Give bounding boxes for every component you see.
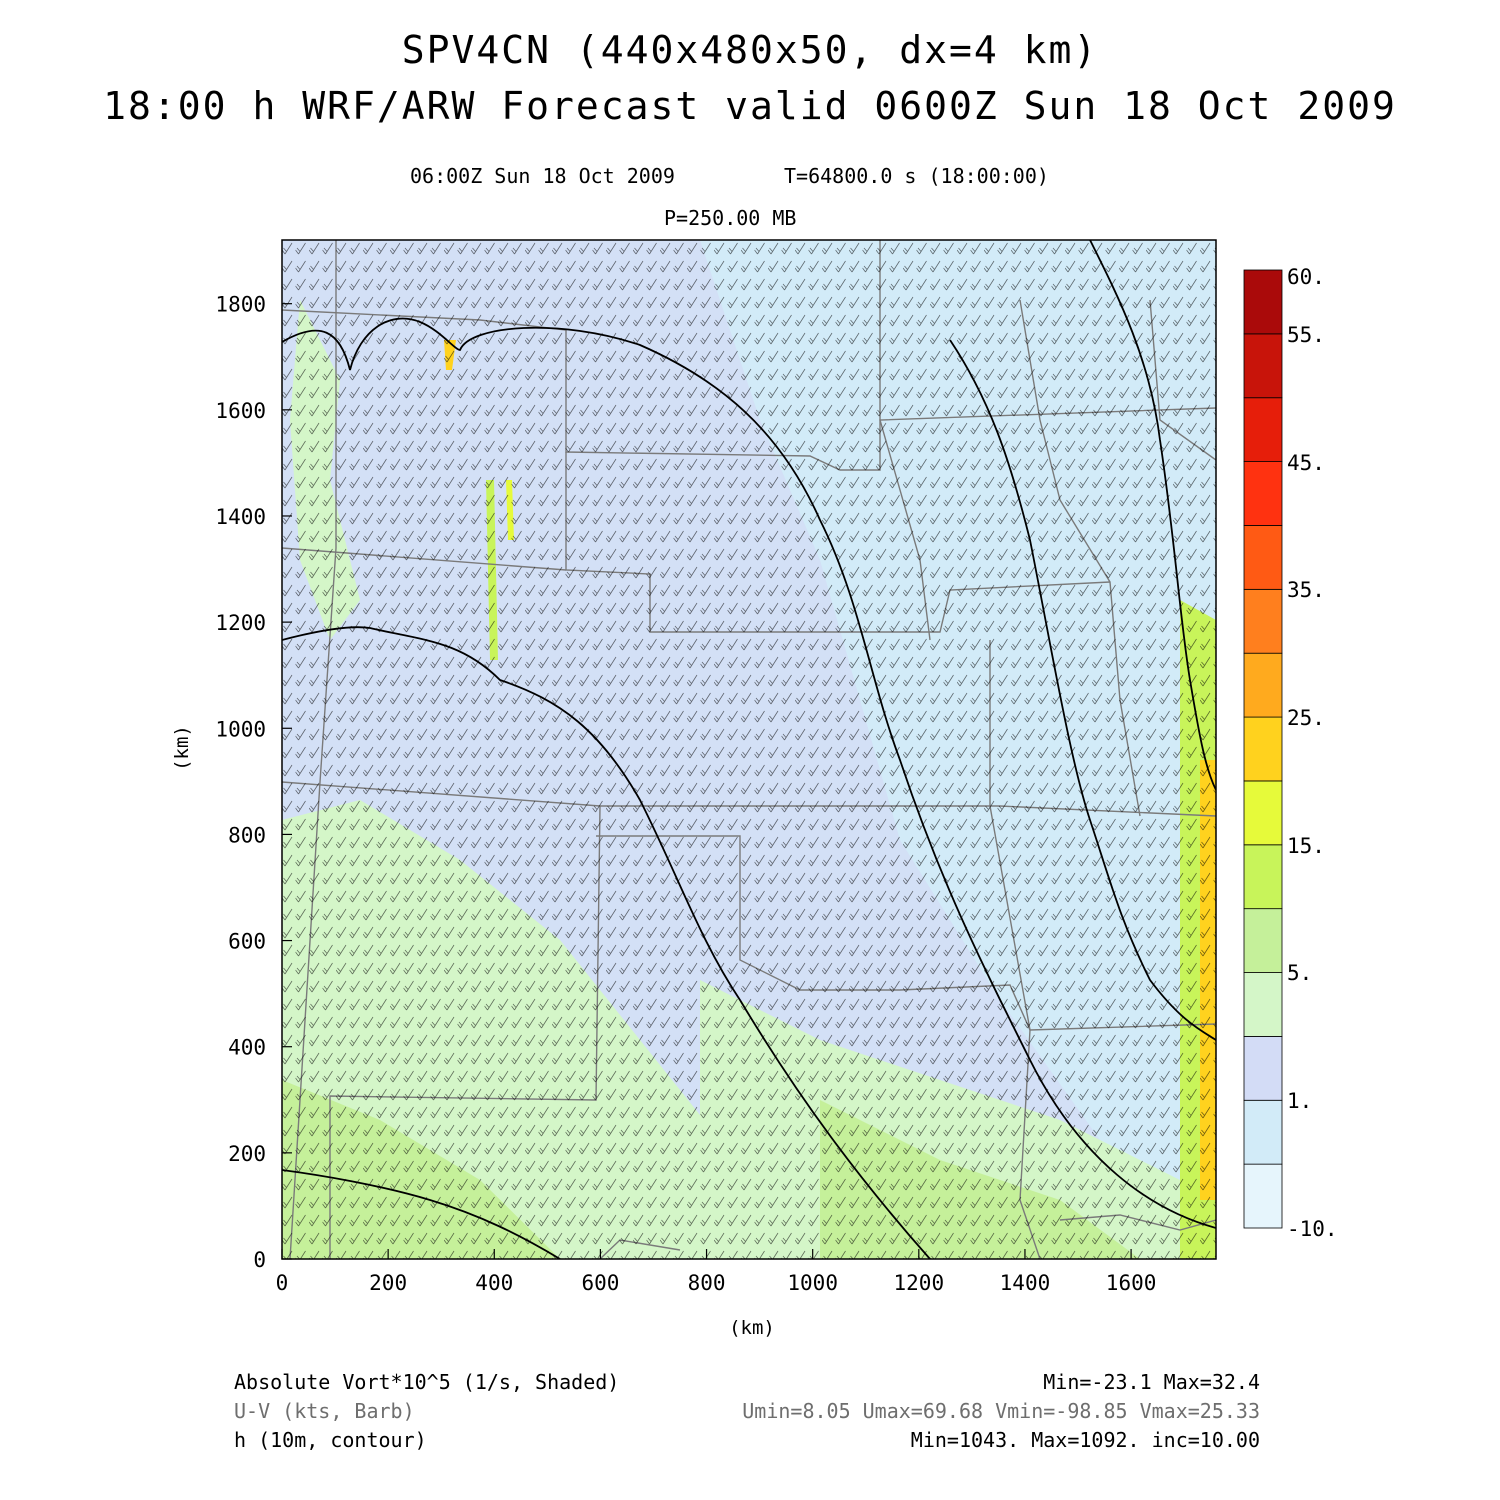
y-tick-label: 0: [253, 1248, 266, 1272]
y-axis: 0 200 400 600 800 1000 1200 1400 1600 1800: [215, 293, 292, 1272]
y-axis-label: (km): [171, 725, 193, 771]
x-tick-label: 0: [276, 1271, 289, 1295]
y-tick-label: 800: [228, 823, 266, 847]
y-tick-label: 1600: [215, 399, 266, 423]
legend-height: h (10m, contour): [234, 1428, 427, 1452]
colorbar-swatch: [1243, 1099, 1283, 1165]
colorbar-label: 1.: [1287, 1089, 1312, 1113]
colorbar-swatch: [1243, 1036, 1283, 1101]
x-axis: 0 200 400 600 800 1000 1200 1400 1600: [276, 1249, 1157, 1295]
colorbar-swatch: [1243, 844, 1283, 910]
colorbar-label: 15.: [1287, 834, 1325, 858]
stats-vorticity: Min=-23.1 Max=32.4: [1043, 1370, 1260, 1394]
x-tick-label: 200: [369, 1271, 407, 1295]
colorbar-swatch: [1243, 461, 1283, 526]
title-line-2: 18:00 h WRF/ARW Forecast valid 0600Z Sun…: [103, 84, 1397, 128]
title-line-1: SPV4CN (440x480x50, dx=4 km): [401, 28, 1099, 72]
colorbar-swatch: [1243, 269, 1283, 335]
plot-frame: [281, 239, 1217, 1260]
x-tick-label: 1400: [1000, 1271, 1051, 1295]
colorbar-swatch: [1243, 525, 1283, 590]
colorbar-label: 35.: [1287, 578, 1325, 602]
y-tick-label: 1000: [215, 717, 266, 741]
colorbar-swatch: [1243, 652, 1283, 718]
x-tick-label: 1600: [1106, 1271, 1157, 1295]
colorbar-swatch: [1243, 588, 1283, 654]
colorbar-label: -10.: [1287, 1217, 1338, 1241]
colorbar-label: 45.: [1287, 451, 1325, 475]
x-axis-label: (km): [729, 1317, 775, 1339]
x-tick-label: 1200: [894, 1271, 945, 1295]
colorbar-swatch: [1243, 972, 1283, 1037]
y-tick-label: 600: [228, 930, 266, 954]
y-tick-label: 1800: [215, 293, 266, 317]
y-tick-label: 1200: [215, 611, 266, 635]
x-tick-label: 600: [581, 1271, 619, 1295]
x-tick-label: 1000: [787, 1271, 838, 1295]
colorbar-label: 25.: [1287, 706, 1325, 730]
colorbar-swatch: [1243, 780, 1283, 846]
colorbar-label: 60.: [1287, 265, 1325, 289]
wind-barbs: [282, 240, 1216, 1259]
height-contours: [282, 240, 1216, 1259]
stats-wind: Umin=8.05 Umax=69.68 Vmin=-98.85 Vmax=25…: [742, 1399, 1260, 1423]
colorbar-label: 5.: [1287, 961, 1312, 985]
legend-wind: U-V (kts, Barb): [234, 1399, 415, 1423]
pressure-level: P=250.00 MB: [664, 206, 797, 230]
colorbar: -10. 1. 5. 15. 25. 35. 45. 55. 60.: [1243, 265, 1338, 1241]
y-tick-label: 400: [228, 1036, 266, 1060]
y-tick-label: 1400: [215, 505, 266, 529]
colorbar-swatch: [1243, 716, 1283, 782]
colorbar-swatch: [1243, 333, 1283, 399]
model-time: T=64800.0 s (18:00:00): [784, 164, 1049, 188]
colorbar-swatch: [1243, 908, 1283, 973]
legend-vorticity: Absolute Vort*10^5 (1/s, Shaded): [234, 1370, 620, 1394]
valid-time: 06:00Z Sun 18 Oct 2009: [410, 164, 675, 188]
colorbar-label: 55.: [1287, 323, 1325, 347]
colorbar-swatch: [1243, 397, 1283, 463]
y-tick-label: 200: [228, 1142, 266, 1166]
x-tick-label: 800: [688, 1271, 726, 1295]
colorbar-swatch: [1243, 1163, 1283, 1229]
stats-height: Min=1043. Max=1092. inc=10.00: [910, 1428, 1260, 1452]
x-tick-label: 400: [475, 1271, 513, 1295]
